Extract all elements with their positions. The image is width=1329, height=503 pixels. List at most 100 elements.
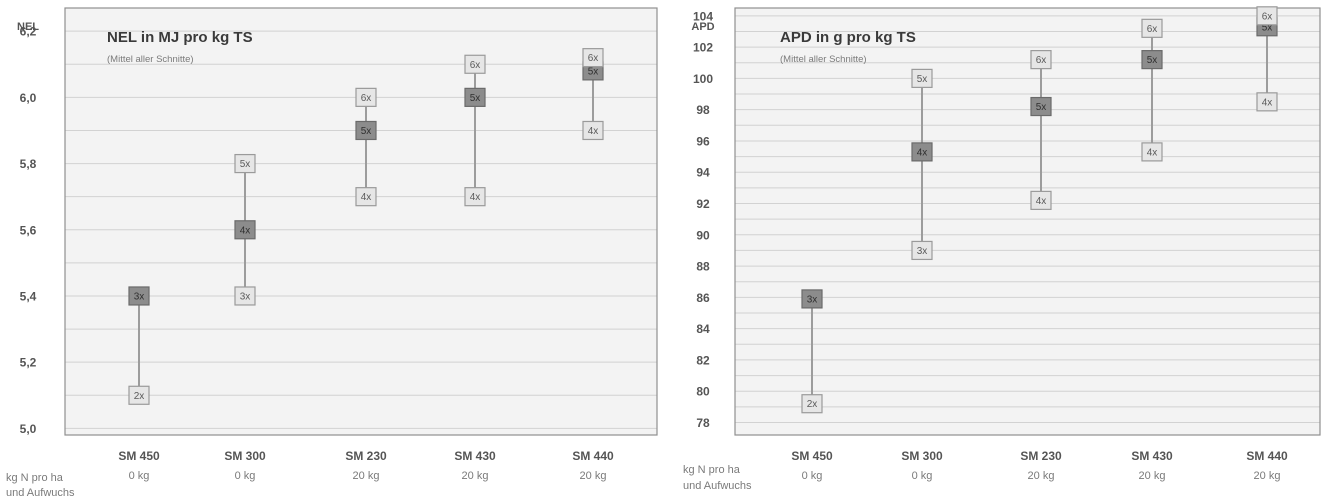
range-group-sm-440: 4x 5x 6x bbox=[582, 48, 604, 141]
chart-panel-1: NEL in MJ pro kg TS (Mittel aller Schnitt… bbox=[6, 7, 658, 499]
data-point-box bbox=[911, 68, 933, 88]
data-point-box bbox=[911, 240, 933, 261]
range-group-sm-450: 2x 3x bbox=[801, 289, 823, 414]
dose-label: 20 kg bbox=[462, 470, 489, 482]
data-point-box bbox=[234, 153, 256, 174]
data-point-box bbox=[1141, 142, 1163, 162]
category-label: SM 300 bbox=[224, 449, 266, 463]
gridlines bbox=[735, 15, 1320, 423]
data-point-box bbox=[1141, 18, 1163, 38]
y-tick-label: 94 bbox=[696, 166, 710, 180]
row-label-aufwuchs: und Aufwuchs bbox=[683, 480, 752, 492]
y-tick-label: 5,8 bbox=[20, 157, 37, 171]
data-point-label: 6x bbox=[588, 53, 599, 64]
y-tick-label: 5,4 bbox=[20, 289, 37, 303]
data-point-label: 3x bbox=[240, 291, 251, 302]
data-point-label: 4x bbox=[917, 147, 928, 158]
data-point-box bbox=[1256, 92, 1278, 112]
y-tick-label: 92 bbox=[696, 197, 710, 211]
data-point-label: 4x bbox=[588, 126, 599, 137]
data-point-label: 4x bbox=[361, 192, 372, 203]
data-point-box bbox=[1030, 190, 1052, 210]
data-point-box bbox=[234, 286, 256, 306]
plot-background bbox=[735, 8, 1320, 435]
plot-frame bbox=[64, 7, 658, 436]
data-point-label: 4x bbox=[1036, 196, 1047, 207]
data-point-label: 4x bbox=[1147, 147, 1158, 158]
data-point-label: 5x bbox=[1036, 102, 1047, 113]
y-tick-label: 86 bbox=[696, 291, 710, 305]
data-point-label: 6x bbox=[361, 93, 372, 104]
data-point-label: 4x bbox=[240, 225, 251, 236]
data-point-box bbox=[355, 120, 377, 141]
data-point-label: 5x bbox=[1262, 22, 1273, 33]
dose-label: 20 kg bbox=[1139, 470, 1166, 482]
data-point-label: 5x bbox=[917, 74, 928, 85]
data-point-label: 5x bbox=[240, 159, 251, 170]
y-tick-label: 5,6 bbox=[20, 223, 37, 237]
dose-label: 20 kg bbox=[1254, 470, 1281, 482]
category-label: SM 440 bbox=[1246, 449, 1288, 463]
chart-subtitle: (Mittel aller Schnitte) bbox=[107, 54, 194, 65]
data-point-label: 5x bbox=[470, 93, 481, 104]
range-group-sm-430: 4x 5x 6x bbox=[1141, 18, 1163, 162]
category-label: SM 450 bbox=[118, 449, 160, 463]
y-tick-labels: 78 80 82 84 86 88 90 92 94 96 98 100 102 104 bbox=[693, 9, 713, 430]
data-point-box bbox=[1030, 96, 1052, 117]
chart-title: APD in g pro kg TS bbox=[780, 29, 916, 46]
plot-frame bbox=[734, 7, 1321, 436]
data-point-box bbox=[801, 394, 823, 414]
category-label: SM 430 bbox=[1131, 449, 1173, 463]
data-point-label: 4x bbox=[1262, 97, 1273, 108]
y-tick-label: 82 bbox=[696, 353, 710, 367]
data-point-label: 5x bbox=[361, 126, 372, 137]
data-point-box bbox=[582, 120, 604, 141]
y-tick-label: 104 bbox=[693, 9, 713, 23]
y-tick-label: 102 bbox=[693, 41, 713, 55]
data-point-label: 3x bbox=[134, 291, 145, 302]
y-tick-label: 98 bbox=[696, 103, 710, 117]
data-point-box bbox=[355, 87, 377, 107]
chart-title: NEL in MJ pro kg TS bbox=[107, 29, 253, 46]
data-point-label: 6x bbox=[1262, 11, 1273, 22]
range-group-sm-230: 4x 5x 6x bbox=[1030, 50, 1052, 210]
gridlines bbox=[65, 30, 657, 429]
data-point-label: 6x bbox=[1036, 55, 1047, 66]
data-point-box bbox=[1030, 50, 1052, 70]
y-tick-label: 78 bbox=[696, 416, 710, 430]
data-point-box bbox=[1256, 6, 1278, 26]
data-point-box bbox=[464, 87, 486, 107]
category-label: SM 430 bbox=[454, 449, 496, 463]
category-label: SM 230 bbox=[345, 449, 387, 463]
y-tick-label: 5,0 bbox=[20, 422, 37, 436]
data-point-label: 3x bbox=[917, 246, 928, 257]
data-point-label: 5x bbox=[588, 66, 599, 77]
dose-label: 0 kg bbox=[802, 470, 823, 482]
y-tick-label: 80 bbox=[696, 385, 710, 399]
dose-label: 0 kg bbox=[912, 470, 933, 482]
y-tick-label: 84 bbox=[696, 322, 710, 336]
dose-label: 20 kg bbox=[1028, 470, 1055, 482]
data-point-box bbox=[582, 48, 604, 68]
data-point-box bbox=[464, 54, 486, 74]
category-label: SM 300 bbox=[901, 449, 943, 463]
data-point-label: 6x bbox=[470, 60, 481, 71]
data-point-label: 5x bbox=[1147, 55, 1158, 66]
category-label: SM 440 bbox=[572, 449, 614, 463]
category-label: SM 230 bbox=[1020, 449, 1062, 463]
y-tick-label: 100 bbox=[693, 72, 713, 86]
y-tick-label: 6,0 bbox=[20, 91, 37, 105]
dose-label: 0 kg bbox=[129, 470, 150, 482]
data-point-box bbox=[911, 142, 933, 162]
y-tick-label: 88 bbox=[696, 260, 710, 274]
y-tick-label: 6,2 bbox=[20, 25, 37, 39]
data-point-label: 2x bbox=[807, 399, 818, 410]
y-tick-label: 96 bbox=[696, 134, 710, 148]
plot-background bbox=[65, 8, 657, 435]
dose-label: 20 kg bbox=[580, 470, 607, 482]
range-group-sm-230: 4x 5x 6x bbox=[355, 87, 377, 207]
category-label: SM 450 bbox=[791, 449, 833, 463]
row-label-kg-n: kg N pro ha bbox=[6, 472, 64, 484]
